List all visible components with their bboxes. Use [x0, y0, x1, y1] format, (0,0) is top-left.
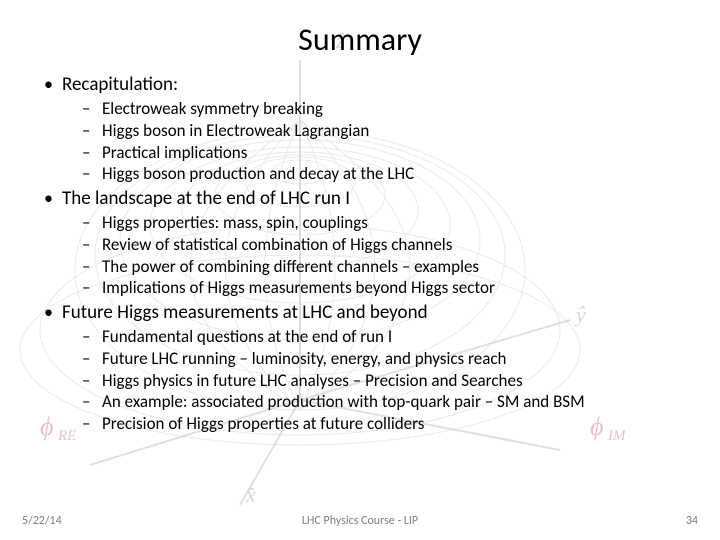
section-items: Fundamental questions at the end of run … — [40, 326, 684, 435]
list-item: Precision of Higgs properties at future … — [82, 413, 684, 435]
list-item: Higgs physics in future LHC analyses – P… — [82, 370, 684, 392]
footer-center: LHC Physics Course - LIP — [0, 514, 720, 528]
list-item: Higgs boson in Electroweak Lagrangian — [82, 120, 684, 142]
list-item: Higgs properties: mass, spin, couplings — [82, 212, 684, 234]
list-item: Implications of Higgs measurements beyon… — [82, 277, 684, 299]
list-item: Fundamental questions at the end of run … — [82, 326, 684, 348]
list-item: Electroweak symmetry breaking — [82, 98, 684, 120]
section-heading: The landscape at the end of LHC run I — [40, 187, 684, 210]
list-item: Higgs boson production and decay at the … — [82, 163, 684, 185]
list-item: Review of statistical combination of Hig… — [82, 234, 684, 256]
section-items: Electroweak symmetry breaking Higgs boso… — [40, 98, 684, 185]
list-item: Practical implications — [82, 142, 684, 164]
outline-list: Recapitulation: Electroweak symmetry bre… — [36, 73, 684, 435]
slide-content: Summary Recapitulation: Electroweak symm… — [0, 0, 720, 435]
list-item: An example: associated production with t… — [82, 391, 684, 413]
slide-title: Summary — [36, 20, 684, 59]
footer-page: 34 — [686, 514, 698, 528]
svg-text:x̂: x̂ — [245, 482, 256, 507]
list-item: Future LHC running – luminosity, energy,… — [82, 348, 684, 370]
section-heading: Future Higgs measurements at LHC and bey… — [40, 301, 684, 324]
section-items: Higgs properties: mass, spin, couplings … — [40, 212, 684, 299]
list-item: The power of combining different channel… — [82, 256, 684, 278]
section-heading: Recapitulation: — [40, 73, 684, 96]
